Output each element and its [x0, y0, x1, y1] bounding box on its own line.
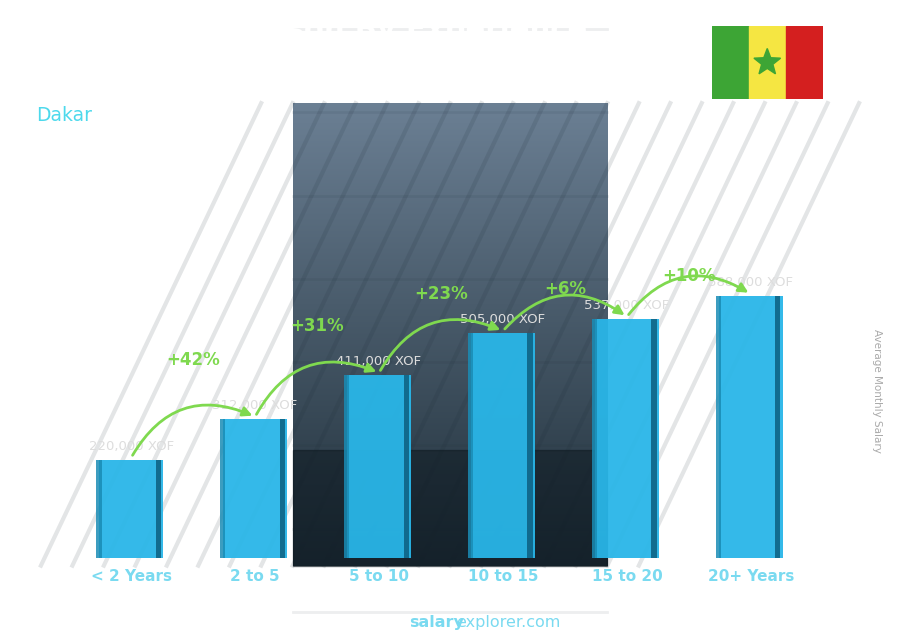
Bar: [595, 319, 659, 558]
Text: 537,000 XOF: 537,000 XOF: [584, 299, 670, 312]
Bar: [652, 319, 656, 558]
Polygon shape: [754, 49, 780, 74]
Bar: [749, 26, 786, 99]
Bar: [471, 333, 536, 558]
Bar: [527, 333, 533, 558]
Bar: [292, 450, 608, 565]
Text: +10%: +10%: [662, 267, 716, 285]
Bar: [346, 375, 411, 558]
Bar: [280, 419, 284, 558]
Bar: [96, 460, 102, 558]
Text: 411,000 XOF: 411,000 XOF: [337, 355, 421, 368]
Text: +6%: +6%: [544, 280, 586, 298]
Text: +31%: +31%: [291, 317, 344, 335]
Text: 220,000 XOF: 220,000 XOF: [88, 440, 174, 453]
Bar: [403, 375, 409, 558]
Bar: [716, 296, 721, 558]
Bar: [156, 460, 161, 558]
Bar: [468, 333, 473, 558]
Text: 505,000 XOF: 505,000 XOF: [461, 313, 545, 326]
Text: Salary Comparison By Experience: Salary Comparison By Experience: [36, 16, 587, 44]
Text: 588,000 XOF: 588,000 XOF: [708, 276, 793, 289]
Text: Risk Analyst: Risk Analyst: [36, 67, 151, 87]
Text: +23%: +23%: [414, 285, 468, 303]
Bar: [712, 26, 749, 99]
Text: Average Monthly Salary: Average Monthly Salary: [872, 329, 883, 453]
Bar: [220, 419, 226, 558]
Bar: [775, 296, 780, 558]
Text: salary: salary: [410, 615, 464, 630]
Text: Dakar: Dakar: [36, 106, 92, 125]
Bar: [223, 419, 287, 558]
Text: explorer.com: explorer.com: [456, 615, 561, 630]
Bar: [718, 296, 783, 558]
Bar: [592, 319, 598, 558]
Text: 312,000 XOF: 312,000 XOF: [212, 399, 298, 412]
Text: +42%: +42%: [166, 351, 220, 369]
Bar: [786, 26, 823, 99]
Bar: [99, 460, 164, 558]
Bar: [344, 375, 349, 558]
